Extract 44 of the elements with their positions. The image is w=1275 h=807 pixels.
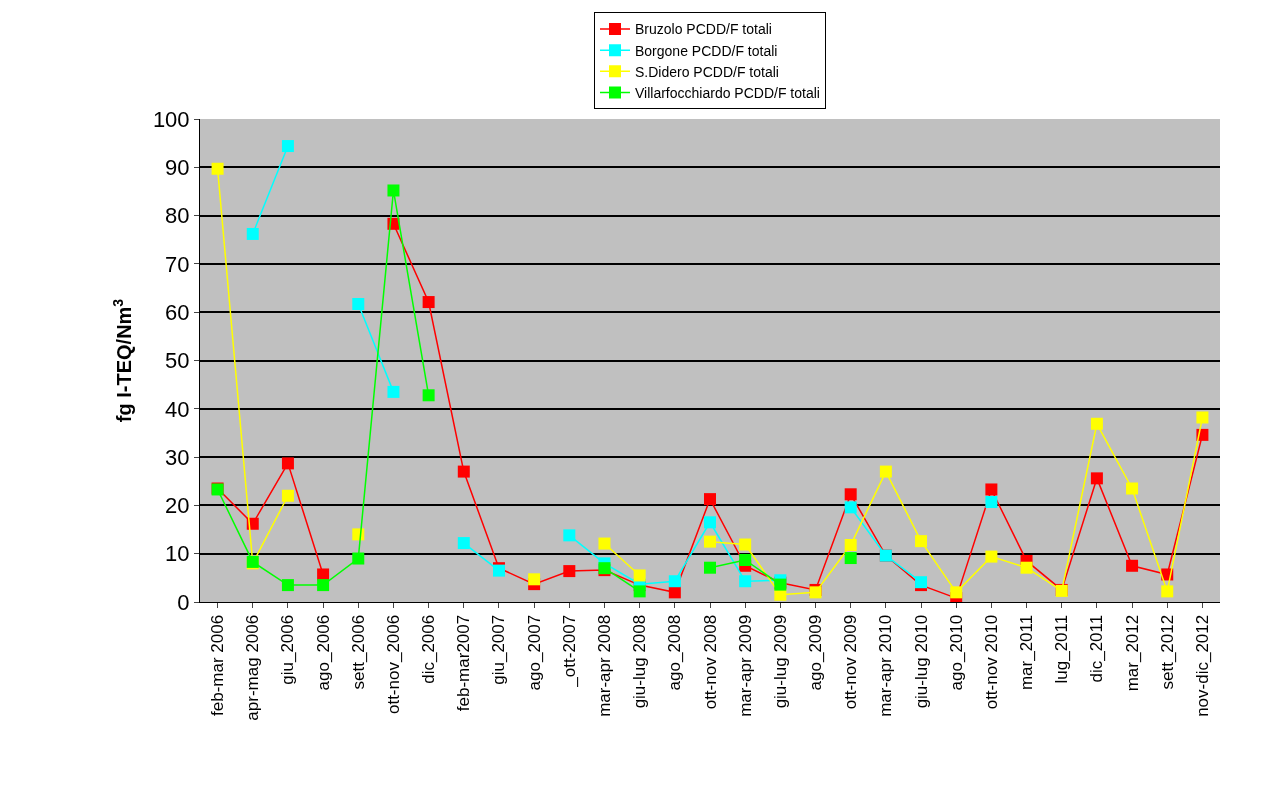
x-tick-label: mar_2011 [1017, 614, 1037, 691]
x-tick-label: ott-nov 2008 [700, 614, 720, 710]
x-tick-label: ott-nov 2009 [841, 614, 861, 710]
x-tick-label: ago_2007 [524, 614, 544, 691]
y-tick-label: 0 [177, 589, 190, 615]
x-tick-label: feb-mar 2006 [208, 614, 228, 716]
x-tick-label: ago_2010 [946, 614, 966, 691]
x-tick-label: giu-lug 2009 [770, 614, 790, 709]
y-tick-label: 60 [165, 299, 190, 325]
legend-label: Bruzolo PCDD/F totali [635, 21, 772, 38]
x-tick-label: ago_2009 [806, 614, 826, 691]
x-tick-label: mar-apr 2008 [595, 614, 615, 717]
x-tick-label: apr-mag 2006 [243, 614, 263, 721]
x-tick-label: feb-mar2007 [454, 614, 474, 712]
y-tick-label: 80 [165, 203, 190, 229]
y-tick-label: 100 [152, 106, 190, 132]
legend-label: Villarfocchiardo PCDD/F totali [635, 85, 820, 101]
x-tick-label: dic_2006 [419, 614, 439, 684]
x-tick-label: mar_2012 [1122, 614, 1142, 692]
x-tick-label: ott-nov_2006 [383, 614, 403, 715]
y-tick-label: 50 [165, 348, 190, 374]
x-tick-label: giu_2007 [489, 614, 509, 685]
x-tick-label: ago_2006 [313, 614, 333, 691]
x-tick-label: ott-nov 2010 [981, 614, 1001, 710]
x-tick-label: nov-dic_2012 [1192, 614, 1212, 717]
x-tick-label: sett_2006 [348, 614, 368, 690]
x-tick-label: sett_2012 [1157, 614, 1177, 690]
legend-label: Borgone PCDD/F totali [635, 42, 778, 59]
y-tick-label: 10 [165, 541, 190, 567]
y-tick-label: 90 [165, 155, 190, 180]
x-tick-label: giu_2006 [278, 614, 298, 685]
y-tick-label: 20 [165, 493, 190, 519]
x-tick-label: _ott-2007 [559, 614, 579, 688]
x-tick-label: mar-apr 2009 [735, 614, 755, 717]
y-tick-label: 70 [165, 251, 190, 277]
legend-label: S.Didero PCDD/F totali [635, 63, 779, 80]
y-tick-label: 40 [165, 396, 190, 422]
x-tick-label: ago_2008 [665, 614, 685, 691]
x-tick-label: giu-lug 2010 [911, 614, 931, 709]
x-tick-label: lug_2011 [1052, 614, 1072, 684]
x-tick-label: mar-apr 2010 [876, 614, 896, 717]
x-tick-label: dic_2011 [1087, 614, 1107, 683]
x-tick-label: giu-lug 2008 [630, 614, 650, 709]
y-tick-label: 30 [165, 444, 190, 470]
